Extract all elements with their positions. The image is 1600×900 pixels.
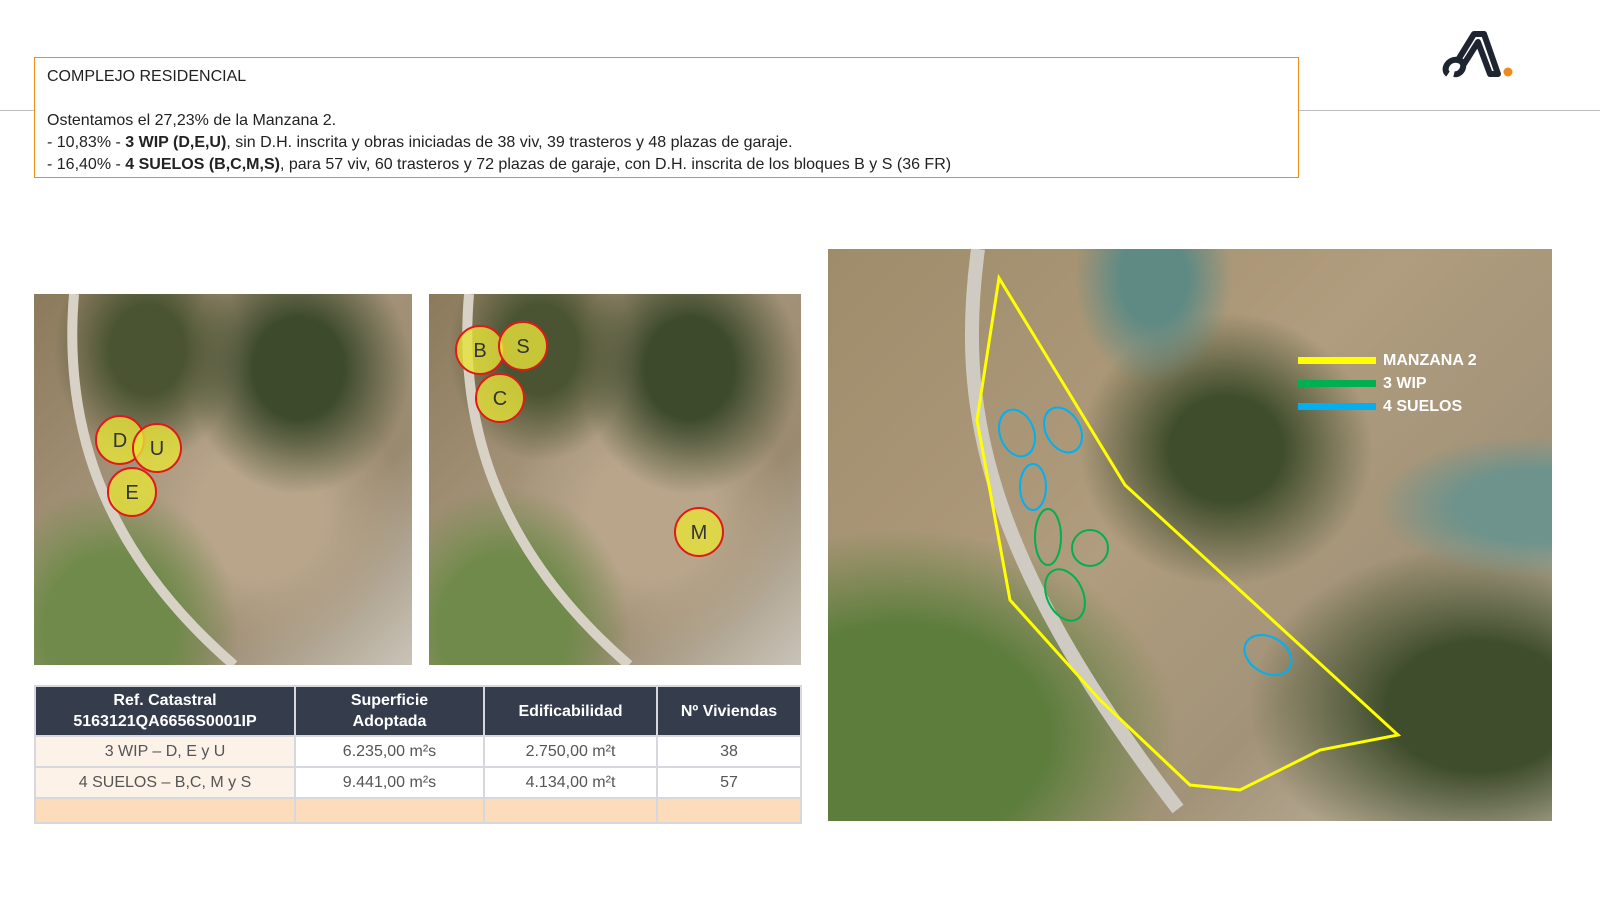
col-viviendas: Nº Viviendas: [656, 685, 802, 737]
svg-text:B: B: [473, 340, 486, 362]
svg-text:S: S: [516, 336, 529, 358]
marker-u: U: [132, 423, 182, 473]
wip-outline: [1071, 529, 1109, 567]
col-edificabilidad: Edificabilidad: [483, 685, 658, 737]
marker-c: C: [475, 373, 525, 423]
col-superficie: Superficie Adoptada: [294, 685, 485, 737]
legend-manzana: MANZANA 2: [1298, 349, 1477, 372]
svg-text:U: U: [150, 438, 164, 460]
svg-text:M: M: [691, 522, 708, 544]
marker-m: M: [674, 507, 724, 557]
svg-text:E: E: [125, 482, 138, 504]
legend-suelos: 4 SUELOS: [1298, 395, 1477, 418]
suelo-outline: [998, 408, 1036, 458]
site-map: MANZANA 2 3 WIP 4 SUELOS: [828, 249, 1552, 821]
wip-outline: [1044, 568, 1086, 622]
summary-intro: Ostentamos el 27,23% de la Manzana 2.: [47, 112, 337, 129]
marker-b: B: [455, 325, 505, 375]
aerial-photo-wip: D U E: [34, 294, 412, 665]
marker-s: S: [498, 321, 548, 371]
cadastral-table: Ref. Catastral 5163121QA6656S0001IP Super…: [34, 685, 802, 824]
summary-box: COMPLEJO RESIDENCIAL Ostentamos el 27,23…: [34, 57, 1299, 178]
company-logo: [1442, 31, 1513, 78]
summary-line-suelos: - 16,40% - 4 SUELOS (B,C,M,S), para 57 v…: [47, 156, 952, 173]
marker-d: D: [95, 415, 145, 465]
manzana-2-outline: [975, 273, 1402, 792]
suelo-outline: [1019, 463, 1047, 511]
suelo-outline: [1043, 406, 1083, 454]
col-ref: Ref. Catastral 5163121QA6656S0001IP: [34, 685, 296, 737]
svg-text:C: C: [493, 388, 507, 410]
table-row: 3 WIP – D, E y U 6.235,00 m²s 2.750,00 m²t…: [34, 735, 802, 768]
table-row-empty: [34, 797, 802, 824]
summary-line-wip: - 10,83% - 3 WIP (D,E,U), sin D.H. inscr…: [47, 134, 793, 151]
summary-title: COMPLEJO RESIDENCIAL: [47, 68, 247, 85]
svg-text:D: D: [113, 430, 127, 452]
table-row: 4 SUELOS – B,C, M y S 9.441,00 m²s 4.134,0…: [34, 766, 802, 799]
suelo-outline: [1243, 634, 1293, 676]
map-legend: MANZANA 2 3 WIP 4 SUELOS: [1298, 349, 1477, 418]
wip-outline: [1034, 508, 1062, 566]
marker-e: E: [107, 467, 157, 517]
aerial-photo-suelos: B S C M: [429, 294, 801, 665]
legend-wip: 3 WIP: [1298, 372, 1477, 395]
